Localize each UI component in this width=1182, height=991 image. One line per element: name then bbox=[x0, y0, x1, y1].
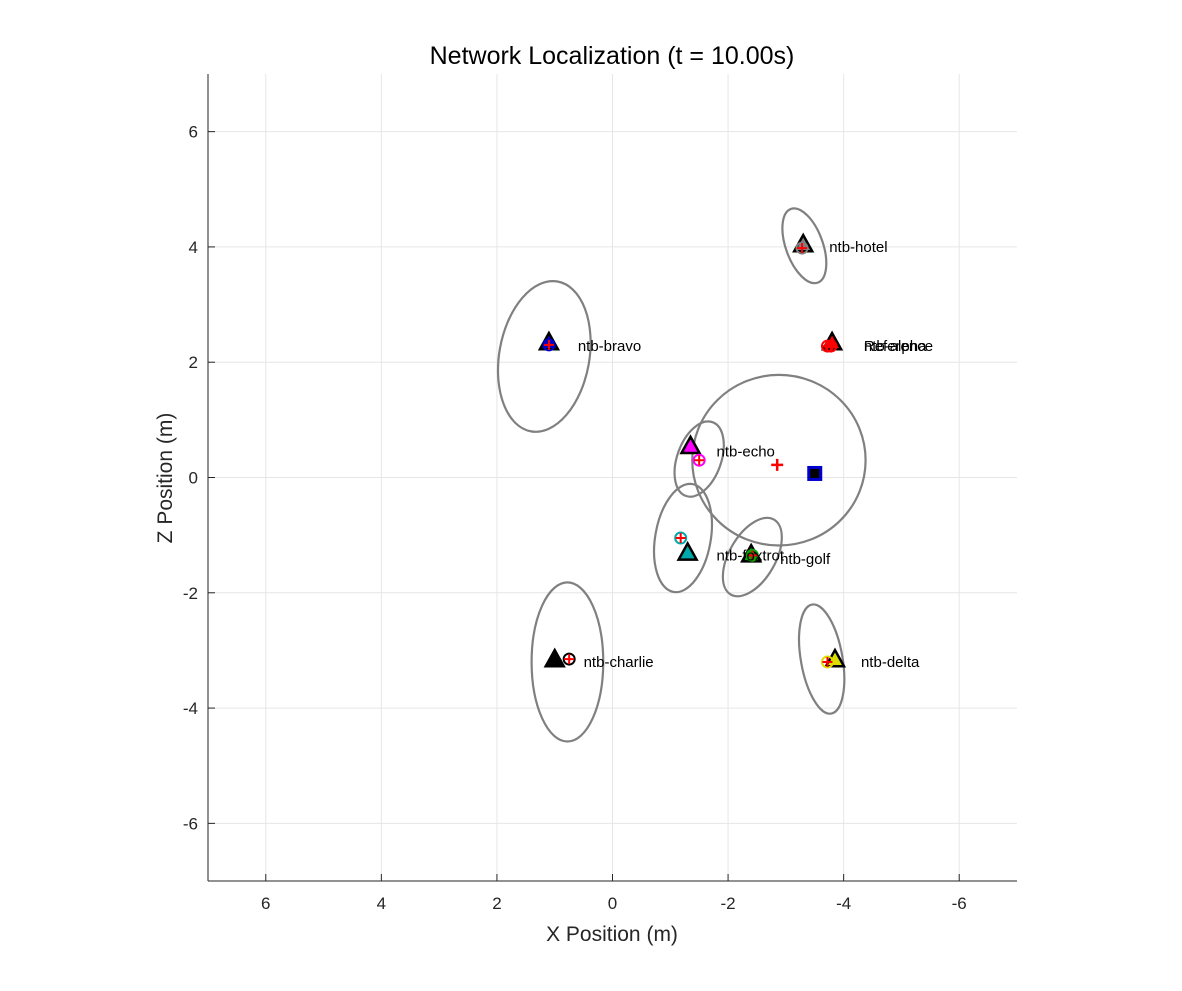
x-tick-label: -4 bbox=[836, 894, 851, 913]
estimated-position-ntb-echo bbox=[692, 453, 706, 467]
uncertainty-ellipse-ntb-echo bbox=[673, 420, 725, 498]
y-tick-label: 4 bbox=[189, 238, 198, 257]
estimated-position-ntb-golf bbox=[745, 548, 759, 562]
y-tick-label: -6 bbox=[183, 814, 198, 833]
estimated-position-ntb-golf-cross bbox=[747, 550, 758, 561]
axes: 6 4 2 0 -2 -4 -6 6 4 2 0 -2 -4 -6 bbox=[183, 74, 1017, 913]
estimated-position-ntb-bravo-cross bbox=[543, 339, 554, 350]
x-axis-label: X Position (m) bbox=[546, 923, 678, 946]
anchor-uncertainty-ellipse bbox=[691, 373, 867, 547]
node-label-ntb-bravo: ntb-bravo bbox=[578, 338, 641, 355]
estimated-position-reference-cross bbox=[822, 341, 833, 352]
estimated-position-ntb-foxtrot bbox=[674, 531, 688, 545]
node-label-ntb-charlie: ntb-charlie bbox=[584, 654, 654, 671]
x-tick-label: 2 bbox=[492, 894, 501, 913]
true-position-ntb-echo bbox=[679, 434, 702, 455]
estimated-position-reference bbox=[820, 339, 834, 353]
estimated-position-ntb-bravo bbox=[542, 338, 556, 352]
y-tick-label: -2 bbox=[183, 584, 198, 603]
estimated-position-ntb-delta-cross bbox=[822, 656, 833, 667]
estimated-position-ntb-hotel-cross bbox=[797, 243, 808, 254]
x-tick-label: -6 bbox=[952, 894, 967, 913]
true-position-ntb-charlie bbox=[543, 647, 566, 668]
estimated-position-ntb-delta bbox=[820, 655, 834, 669]
x-tick-label: 0 bbox=[608, 894, 617, 913]
node-label-ntb-foxtrot: ntb-foxtrot bbox=[717, 547, 785, 564]
node-label-ntb-alpha: ntb-alpha bbox=[864, 338, 927, 355]
estimated-position-ntb-charlie-cross bbox=[564, 654, 575, 665]
chart-title: Network Localization (t = 10.00s) bbox=[430, 42, 795, 70]
estimated-position-ntb-echo-cross bbox=[694, 455, 705, 466]
uncertainty-ellipse-ntb-foxtrot bbox=[652, 482, 714, 594]
x-tick-label: -2 bbox=[721, 894, 736, 913]
y-tick-label: 0 bbox=[189, 469, 198, 488]
node-label-reference: Reference bbox=[864, 338, 933, 355]
uncertainty-ellipse-ntb-charlie bbox=[530, 581, 605, 743]
y-tick-label: 6 bbox=[189, 123, 198, 142]
grid bbox=[208, 74, 1017, 881]
estimated-position-ntb-hotel bbox=[795, 241, 809, 255]
x-tick-label: 6 bbox=[261, 894, 270, 913]
estimated-position-ntb-foxtrot-cross bbox=[675, 533, 686, 544]
uncertainty-ellipse-ntb-golf bbox=[721, 516, 783, 598]
x-tick-label: 4 bbox=[377, 894, 386, 913]
node-label-ntb-golf: ntb-golf bbox=[780, 551, 831, 568]
uncertainty-ellipse-ntb-bravo bbox=[496, 280, 592, 433]
uncertainty-ellipse-ntb-hotel bbox=[781, 207, 828, 285]
y-axis-label: Z Position (m) bbox=[154, 413, 177, 544]
anchor-marker bbox=[807, 465, 823, 481]
node-label-ntb-hotel: ntb-hotel bbox=[829, 239, 887, 256]
node-label-ntb-delta: ntb-delta bbox=[861, 654, 920, 671]
origin-estimate-marker bbox=[771, 458, 784, 471]
y-tick-label: 2 bbox=[189, 353, 198, 372]
node-label-ntb-echo: ntb-echo bbox=[717, 444, 775, 461]
estimated-position-ntb-charlie bbox=[562, 652, 576, 666]
uncertainty-ellipse-ntb-delta bbox=[797, 603, 846, 715]
true-position-ntb-foxtrot bbox=[676, 540, 699, 561]
y-tick-label: -4 bbox=[183, 699, 198, 718]
